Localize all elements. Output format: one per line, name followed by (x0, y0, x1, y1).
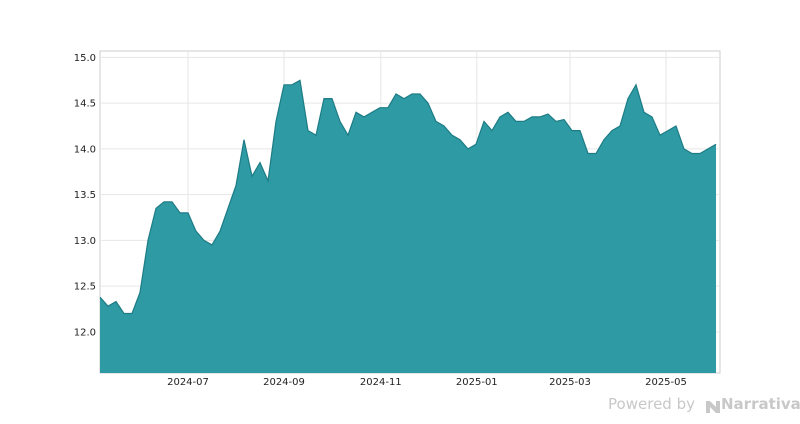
x-tick-label: 2025-05 (645, 377, 687, 388)
y-tick-label: 14.5 (74, 99, 96, 110)
footer-prefix: Powered by (608, 395, 695, 413)
x-tick-label: 2024-07 (167, 377, 209, 388)
y-tick-label: 13.5 (74, 190, 96, 201)
y-tick-label: 13.0 (74, 236, 96, 247)
x-tick-label: 2025-01 (456, 377, 498, 388)
x-tick-label: 2024-11 (360, 377, 402, 388)
y-tick-label: 12.0 (74, 327, 96, 338)
brand-logo (706, 401, 720, 413)
y-tick-label: 14.0 (74, 144, 96, 155)
x-tick-label: 2025-03 (549, 377, 591, 388)
area-line (99, 79, 717, 315)
y-tick-label: 12.5 (74, 282, 96, 293)
y-tick-label: 15.0 (74, 53, 96, 64)
footer-brand: Narrativa (721, 395, 800, 413)
x-tick-label: 2024-09 (263, 377, 305, 388)
area (100, 80, 716, 374)
